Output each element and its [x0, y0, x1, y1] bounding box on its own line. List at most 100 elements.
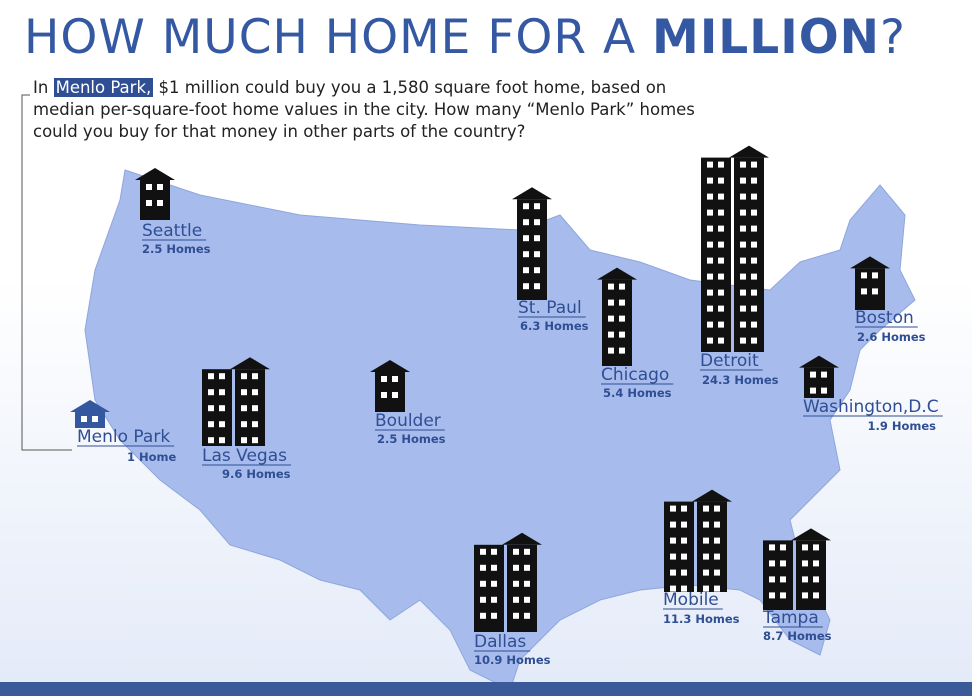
homes-label: 9.6 Homes — [222, 467, 291, 481]
roof — [597, 267, 637, 280]
window — [524, 612, 530, 619]
window — [813, 576, 819, 583]
window — [681, 585, 687, 592]
building — [235, 369, 265, 446]
window — [524, 596, 530, 603]
window — [861, 288, 867, 295]
window — [513, 564, 519, 571]
window — [714, 521, 720, 528]
window — [751, 177, 757, 184]
window — [534, 283, 540, 290]
window — [252, 389, 258, 396]
window — [740, 257, 746, 264]
window — [813, 544, 819, 551]
window — [92, 416, 98, 422]
window — [714, 585, 720, 592]
building — [474, 544, 504, 632]
window — [718, 337, 724, 344]
window — [740, 209, 746, 216]
window — [381, 376, 387, 382]
window — [751, 337, 757, 344]
window — [769, 592, 775, 599]
window — [208, 421, 214, 428]
window — [740, 193, 746, 200]
window — [523, 283, 529, 290]
window — [608, 315, 614, 322]
window — [707, 273, 713, 280]
window — [718, 257, 724, 264]
window — [714, 553, 720, 560]
window — [252, 373, 258, 380]
window — [534, 203, 540, 210]
title-end: ? — [879, 10, 906, 65]
window — [740, 177, 746, 184]
window — [480, 580, 486, 587]
window — [872, 288, 878, 295]
intro-highlight: Menlo Park, — [53, 78, 154, 97]
building — [796, 540, 826, 610]
title-emphasis: MILLION — [652, 10, 880, 65]
building — [763, 540, 793, 610]
window — [740, 225, 746, 232]
window — [681, 553, 687, 560]
building — [855, 268, 885, 310]
window — [608, 347, 614, 354]
window — [802, 544, 808, 551]
homes-label: 1.9 Homes — [867, 419, 936, 433]
window — [703, 585, 709, 592]
window — [780, 592, 786, 599]
window — [718, 209, 724, 216]
city-name: Boulder — [375, 411, 441, 431]
homes-label: 2.5 Homes — [142, 242, 211, 256]
window — [619, 331, 625, 338]
window — [208, 389, 214, 396]
window — [157, 184, 163, 190]
city-group: Detroit 24.3 Homes — [700, 145, 779, 387]
window — [523, 251, 529, 258]
window — [146, 184, 152, 190]
window — [707, 177, 713, 184]
window — [480, 612, 486, 619]
roof — [370, 360, 410, 372]
window — [513, 596, 519, 603]
city-name: Seattle — [142, 221, 202, 241]
window — [491, 548, 497, 555]
window — [252, 437, 258, 444]
window — [524, 548, 530, 555]
window — [619, 347, 625, 354]
window — [751, 257, 757, 264]
window — [681, 521, 687, 528]
window — [491, 596, 497, 603]
window — [392, 392, 398, 398]
homes-label: 8.7 Homes — [763, 629, 832, 643]
city-name: Las Vegas — [202, 446, 287, 466]
building — [202, 369, 232, 446]
window — [718, 193, 724, 200]
window — [157, 200, 163, 206]
window — [707, 289, 713, 296]
window — [491, 580, 497, 587]
window — [619, 315, 625, 322]
window — [670, 521, 676, 528]
homes-label: 6.3 Homes — [520, 319, 589, 333]
homes-label: 5.4 Homes — [603, 386, 672, 400]
window — [681, 569, 687, 576]
window — [208, 373, 214, 380]
building — [804, 367, 834, 398]
window — [523, 219, 529, 226]
window — [703, 537, 709, 544]
building — [701, 157, 731, 352]
window — [751, 193, 757, 200]
window — [780, 576, 786, 583]
roof — [502, 532, 542, 545]
window — [751, 241, 757, 248]
window — [241, 437, 247, 444]
window — [608, 299, 614, 306]
window — [534, 251, 540, 258]
window — [751, 273, 757, 280]
window — [740, 321, 746, 328]
